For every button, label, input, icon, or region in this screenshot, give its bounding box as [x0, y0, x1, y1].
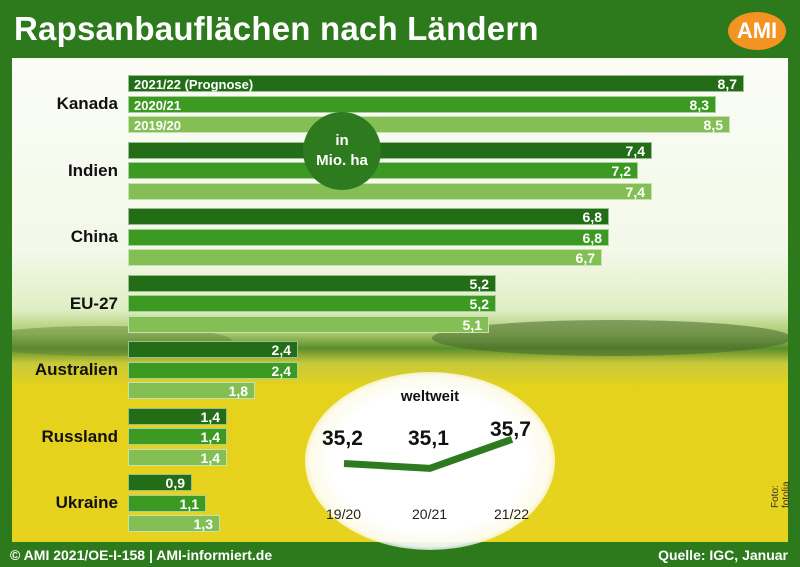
bar-value-label: 1,4 — [200, 408, 220, 425]
country-label: Indien — [67, 160, 118, 180]
bar-value-label: 1,8 — [228, 383, 248, 399]
country-label: Russland — [41, 426, 118, 446]
tree-line — [432, 320, 788, 356]
bar-value-label: 8,5 — [703, 117, 723, 133]
bar: 5,1 — [128, 315, 489, 333]
chart-title: Rapsanbauflächen nach Ländern — [14, 10, 539, 47]
unit-line-2: Mio. ha — [316, 152, 368, 169]
series-label: 2019/20 — [134, 118, 181, 133]
bar: 1,3 — [128, 515, 220, 532]
bar: 7,4 — [128, 141, 652, 159]
bar: 8,5 2019/20 — [128, 116, 730, 133]
photo-credit: Foto: fotolia — [770, 481, 792, 508]
world-total-x-tick: 19/20 — [326, 506, 362, 522]
bar-value-label: 5,2 — [469, 275, 489, 292]
bar-value-label: 6,7 — [575, 250, 595, 266]
bar: 5,2 — [128, 274, 496, 292]
bar: 1,8 — [128, 382, 255, 399]
bar-value-label: 7,4 — [625, 142, 645, 159]
bar: 2,4 — [128, 341, 298, 358]
series-label: 2020/21 — [134, 97, 181, 113]
country-label: Kanada — [56, 94, 118, 113]
bar-value-label: 7,2 — [611, 163, 631, 179]
bar-value-label: 5,1 — [462, 316, 482, 333]
world-total-x-tick: 20/21 — [412, 506, 448, 522]
footer-source-right: Quelle: IGC, Januar — [658, 547, 788, 563]
country-label: Ukraine — [55, 493, 118, 512]
country-label: EU-27 — [69, 293, 118, 313]
unit-line-1: in — [335, 132, 349, 149]
bar-value-label: 6,8 — [582, 229, 602, 246]
world-total-value: 35,1 — [408, 427, 449, 450]
unit-badge: in Mio. ha — [303, 112, 381, 190]
country-label: China — [70, 227, 118, 246]
bar: 1,4 — [128, 407, 227, 425]
bar: 6,8 — [128, 228, 609, 246]
bar: 8,3 2020/21 — [128, 95, 716, 113]
bar: 0,9 — [128, 474, 192, 491]
bar: 8,7 2021/22 (Prognose) — [128, 75, 744, 92]
bar: 1,1 — [128, 494, 206, 512]
world-total-value: 35,2 — [322, 427, 363, 450]
world-total-x-tick: 21/22 — [494, 506, 530, 522]
bar-value-label: 5,2 — [469, 296, 489, 312]
bar-value-label: 0,9 — [165, 475, 185, 491]
bar-value-label: 2,4 — [271, 342, 291, 358]
bar: 6,7 — [128, 249, 602, 266]
bar-value-label: 6,8 — [582, 209, 602, 225]
bar-value-label: 7,4 — [625, 183, 645, 200]
bar-value-label: 1,1 — [179, 495, 199, 512]
bar-value-label: 8,7 — [717, 76, 737, 92]
bar: 6,8 — [128, 208, 609, 225]
bar-value-label: 8,3 — [689, 96, 709, 113]
bar: 7,2 — [128, 162, 638, 179]
bar: 7,4 — [128, 182, 652, 200]
bar-value-label: 1,3 — [193, 516, 213, 532]
bar-value-label: 1,4 — [200, 449, 220, 466]
bar-value-label: 2,4 — [271, 362, 291, 379]
ami-logo: AMI — [728, 12, 786, 50]
world-total-value: 35,7 — [490, 418, 531, 441]
bar: 5,2 — [128, 295, 496, 312]
series-label: 2021/22 (Prognose) — [134, 77, 254, 92]
footer-source-left: © AMI 2021/OE-I-158 | AMI-informiert.de — [10, 547, 273, 563]
bar-value-label: 1,4 — [200, 429, 220, 445]
bar: 1,4 — [128, 448, 227, 466]
bar: 1,4 — [128, 428, 227, 445]
bar: 2,4 — [128, 361, 298, 379]
world-total-title: weltweit — [400, 388, 460, 405]
country-label: Australien — [34, 360, 118, 379]
